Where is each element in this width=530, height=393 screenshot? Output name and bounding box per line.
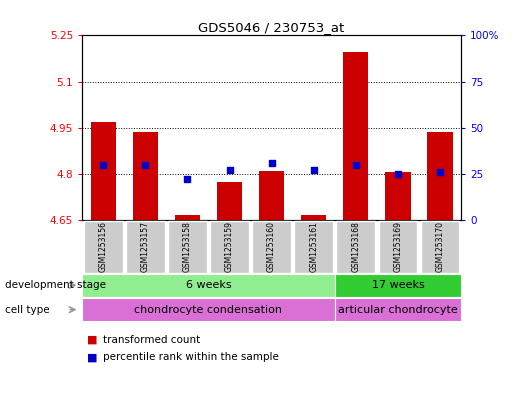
FancyBboxPatch shape [168,220,207,273]
Point [436,169,444,175]
Bar [301,215,326,220]
Text: 17 weeks: 17 weeks [372,280,425,290]
Point [99,162,108,168]
Text: GSM1253158: GSM1253158 [183,221,192,272]
Point [183,176,192,183]
Text: ■: ■ [87,352,98,362]
FancyBboxPatch shape [252,220,291,273]
Point [351,162,360,168]
Text: GSM1253156: GSM1253156 [99,221,108,272]
Text: chondrocyte condensation: chondrocyte condensation [135,305,282,315]
Bar [175,215,200,220]
Point [394,171,402,177]
FancyBboxPatch shape [126,220,165,273]
Text: GSM1253170: GSM1253170 [436,221,445,272]
Point [225,167,234,173]
FancyBboxPatch shape [210,220,249,273]
Point [267,160,276,166]
Bar [259,171,284,220]
Text: cell type: cell type [5,305,50,315]
Text: transformed count: transformed count [103,334,200,345]
Bar [427,132,453,220]
Text: 6 weeks: 6 weeks [186,280,231,290]
Text: GSM1253159: GSM1253159 [225,221,234,272]
FancyBboxPatch shape [337,220,375,273]
Text: GSM1253168: GSM1253168 [351,221,360,272]
Text: ■: ■ [87,334,98,345]
FancyBboxPatch shape [335,298,461,321]
Bar [343,52,368,220]
Text: GSM1253160: GSM1253160 [267,221,276,272]
Bar [217,182,242,220]
FancyBboxPatch shape [82,274,335,297]
Bar [132,132,158,220]
FancyBboxPatch shape [421,220,460,273]
FancyBboxPatch shape [294,220,333,273]
FancyBboxPatch shape [378,220,417,273]
Point [141,162,149,168]
Text: percentile rank within the sample: percentile rank within the sample [103,352,279,362]
Point [310,167,318,173]
Bar [385,173,411,220]
Text: GSM1253161: GSM1253161 [309,221,318,272]
FancyBboxPatch shape [335,274,461,297]
Bar [91,121,116,220]
Text: GSM1253157: GSM1253157 [141,221,150,272]
FancyBboxPatch shape [82,298,335,321]
Title: GDS5046 / 230753_at: GDS5046 / 230753_at [199,21,344,34]
Text: GSM1253169: GSM1253169 [393,221,402,272]
Text: articular chondrocyte: articular chondrocyte [338,305,458,315]
Text: development stage: development stage [5,280,107,290]
FancyBboxPatch shape [84,220,122,273]
